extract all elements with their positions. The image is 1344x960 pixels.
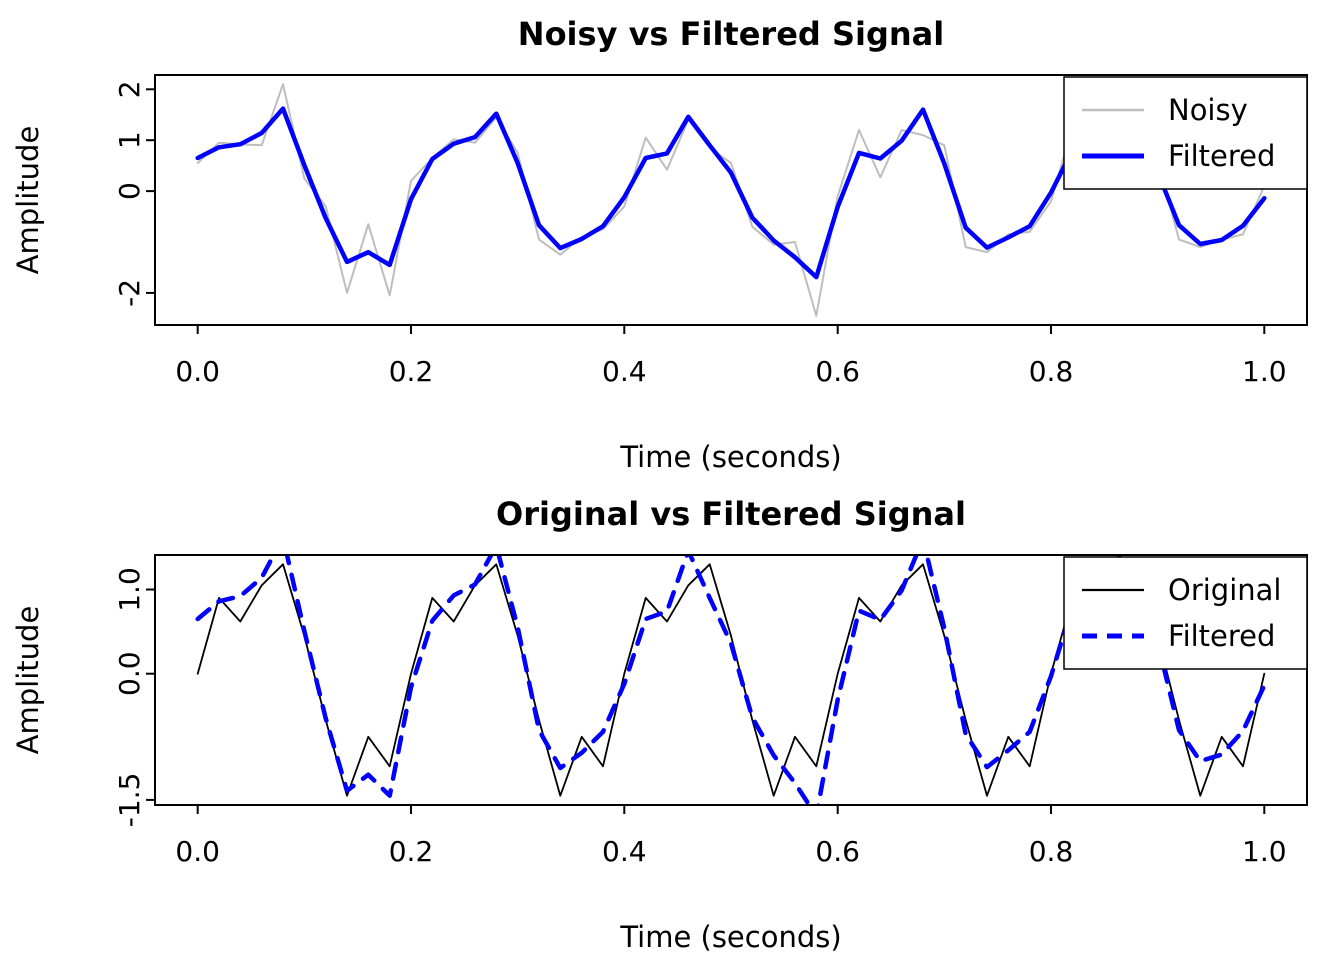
y-tick-label: 2 xyxy=(113,80,146,98)
x-tick-label: 0.0 xyxy=(175,355,220,388)
x-tick-label: 0.0 xyxy=(175,835,220,868)
chart2-legend-box xyxy=(1063,556,1308,670)
y-tick-label: 0 xyxy=(113,182,146,200)
x-tick-label: 0.2 xyxy=(389,835,434,868)
y-tick-label: -1.5 xyxy=(113,773,146,828)
chart1-xaxis-label: Time (seconds) xyxy=(620,440,842,474)
legend-label: Original xyxy=(1168,573,1281,607)
chart2-title: Original vs Filtered Signal xyxy=(496,495,966,533)
chart2-xaxis-label: Time (seconds) xyxy=(620,920,842,954)
y-tick-label: -2 xyxy=(113,279,146,307)
x-tick-label: 0.8 xyxy=(1029,835,1074,868)
y-tick-label: 0.0 xyxy=(113,651,146,696)
x-tick-label: 0.4 xyxy=(602,835,647,868)
chart1-legend-box xyxy=(1063,76,1308,190)
x-tick-label: 0.2 xyxy=(389,355,434,388)
chart1-plot-border xyxy=(154,74,1308,326)
y-tick-label: 1 xyxy=(113,131,146,149)
x-tick-label: 0.6 xyxy=(815,355,860,388)
x-tick-label: 0.8 xyxy=(1029,355,1074,388)
legend-label: Noisy xyxy=(1168,93,1248,127)
x-tick-label: 0.6 xyxy=(815,835,860,868)
legend-label: Filtered xyxy=(1168,619,1275,653)
x-tick-label: 0.4 xyxy=(602,355,647,388)
legend-label: Filtered xyxy=(1168,139,1275,173)
chart1-title: Noisy vs Filtered Signal xyxy=(517,15,945,53)
x-tick-label: 1.0 xyxy=(1242,835,1287,868)
y-tick-label: 1.0 xyxy=(113,567,146,612)
chart2-plot-border xyxy=(154,554,1308,806)
x-tick-label: 1.0 xyxy=(1242,355,1287,388)
